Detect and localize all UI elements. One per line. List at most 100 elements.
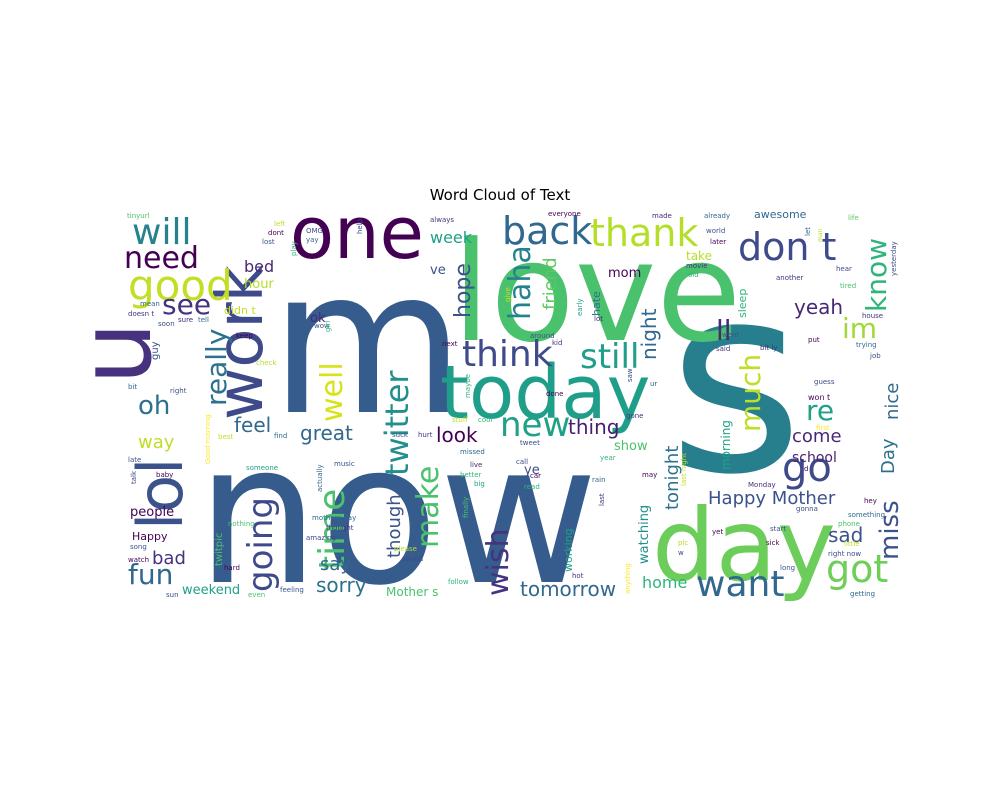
chart-title: Word Cloud of Text [429,186,571,204]
word-179: sun [166,591,179,599]
word-159: mothers day [312,514,356,522]
word-54: sorry [316,573,367,597]
word-49: look [436,423,478,447]
word-130: saw [626,368,634,382]
word-73: Mother s [386,585,438,599]
word-124: around [530,332,555,340]
word-6: one [290,191,424,275]
word-160: thought [326,524,354,532]
word-89: left [274,220,286,228]
word-30: im [842,312,877,345]
word-82: awesome [754,208,807,221]
word-0: now [196,401,598,628]
word-20: want [696,564,784,605]
word-115: early [576,298,584,316]
word-104: hear [836,265,852,273]
word-97: OMG [306,227,323,235]
word-107: doesn t [128,310,154,318]
word-46: yeah [794,295,843,319]
word-143: tweet [520,439,540,447]
word-155: may [642,471,657,479]
word-55: say [320,554,351,575]
word-80: twitpic [214,533,225,566]
word-26: haha [503,245,538,320]
word-145: Good morning [204,414,212,464]
word-40: night [637,308,661,360]
word-29: know [860,238,893,312]
word-101: movie [686,262,708,270]
word-146: baby [156,471,173,479]
word-13: thank [590,211,698,255]
word-74: working [562,528,575,572]
word-170: Monday [748,481,776,489]
word-34: wish [481,528,516,596]
word-42: tonight [662,446,683,510]
word-171: gonna [796,505,818,513]
word-44: Day [878,438,899,474]
word-60: home [642,573,687,592]
word-194: last [598,493,606,506]
word-3: love [452,212,741,373]
word-166: finally [462,497,470,518]
word-79: Happy [132,530,168,543]
word-148: late [128,456,141,464]
word-133: ur [650,380,657,388]
word-103: another [776,274,803,282]
word-174: little [844,540,860,548]
word-70: show [614,439,648,454]
word-150: actually [316,464,324,492]
word-50: thing [568,415,619,439]
word-122: check [256,359,277,367]
word-93: help [356,218,364,234]
word-116: lot [594,315,603,323]
word-114: give [504,287,512,302]
word-62: people [130,505,174,520]
word-65: weekend [182,583,240,598]
word-121: job [869,352,881,360]
word-8: work [204,265,278,420]
word-87: already [704,212,730,220]
word-181: even [248,591,265,599]
word-157: hey [864,497,877,505]
word-118: put [808,336,820,344]
word-147: talk [130,470,138,484]
word-22: twitter [378,370,416,476]
word-35: much [734,354,767,432]
word-112: wow [314,322,330,330]
word-23: time [312,489,353,570]
word-169: pic [678,539,688,547]
word-178: watch [128,556,149,564]
word-10: go [782,445,832,491]
word-183: please [394,545,417,553]
word-4: day [652,487,836,604]
word-17: will [132,212,191,253]
word-59: week [430,228,473,247]
word-156: last night [680,453,688,486]
word-182: feeling [280,586,304,594]
word-108: soon [158,320,175,328]
word-123: next [442,340,458,348]
word-25: really [200,329,233,406]
word-192: w [678,549,684,557]
word-164: car [530,472,541,480]
word-191: d [804,465,808,473]
word-111: keep [236,332,253,340]
word-77: didn t [224,304,256,317]
word-67: mom [608,266,641,281]
word-127: bit ly [760,344,777,352]
word-45: friend [540,257,561,310]
word-36: ll [716,314,732,347]
word-154: year [600,454,616,462]
word-139: best [218,433,233,441]
word-100: later [710,238,726,246]
word-86: made [652,212,672,220]
word-106: mean [140,300,160,308]
word-105: tired [840,282,856,290]
word-138: first [816,424,830,432]
word-98: yay [306,236,319,244]
word-180: hard [224,564,240,572]
word-137: gone [626,412,643,420]
word-38: oh [138,391,170,421]
word-32: miss [875,500,905,560]
word-134: done [546,390,563,398]
